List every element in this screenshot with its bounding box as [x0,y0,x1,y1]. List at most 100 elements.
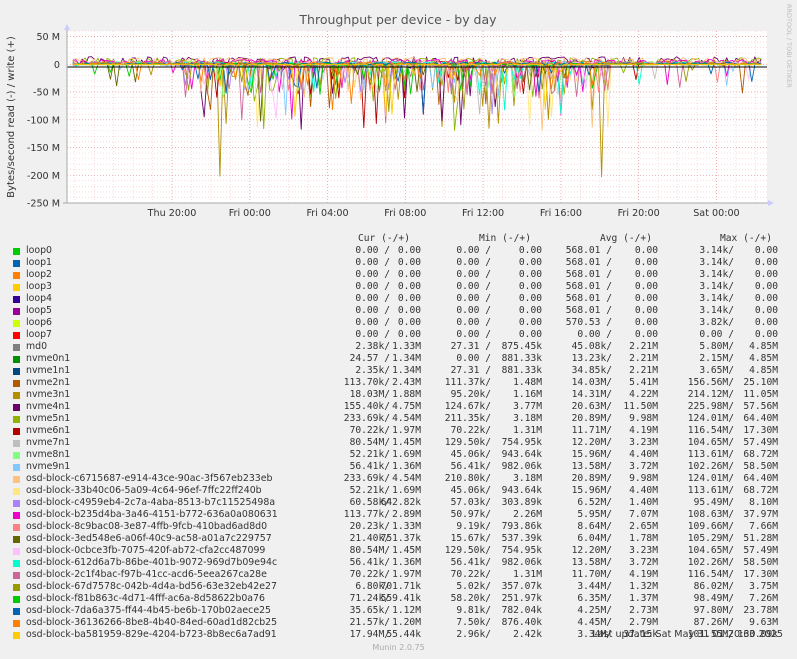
legend-cur-write: 1.20M [392,617,421,628]
legend-max-read: 3.14k/ [699,269,734,280]
legend-row: osd-block-0cbce3fb-7075-420f-ab72-cfa2cc… [0,545,797,557]
legend-label: osd-block-7da6a375-ff44-4b45-be6b-170b02… [26,605,272,616]
legend-cur-write: 2.89M [392,509,421,520]
legend-cur-write: 1.36M [392,461,421,472]
legend-row: nvme8n1 52.21k/1.69M 45.06k/943.64k 15.96M/… [0,449,797,461]
legend-min-write: 943.64k [501,449,542,460]
legend-cur-read: 0.00 / [355,305,390,316]
legend-swatch [13,260,20,267]
legend-max-write: 11.05M [743,389,778,400]
legend-min-read: 0.00 / [456,269,491,280]
legend-cur-write: 1.36M [392,557,421,568]
legend-row: loop1 0.00 / 0.00 0.00 / 0.00 568.01 / 0.00 3.1… [0,257,797,269]
legend-max-write: 8.10M [749,497,778,508]
legend-min-read: 95.20k/ [450,389,491,400]
legend-swatch [13,308,20,315]
header-max: Max (-/+) [720,233,772,244]
legend-max-write: 163.09k [737,629,778,640]
legend-label: osd-block-c4959eb4-2c7a-4aba-8513-b7c115… [26,497,276,508]
legend-avg-write: 0.00 [634,245,658,256]
legend-cur-read: 0.00 / [355,317,390,328]
legend-cur-read: 233.69k/ [343,413,390,424]
legend-label: nvme9n1 [26,461,71,472]
legend-row: osd-block-7da6a375-ff44-4b45-be6b-170b02… [0,605,797,617]
legend-row: loop4 0.00 / 0.00 0.00 / 0.00 568.01 / 0.00 3.1… [0,293,797,305]
legend-max-read: 5.80M/ [699,341,734,352]
legend-min-write: 0.00 [518,293,542,304]
legend-avg-read: 3.44M/ [577,581,612,592]
legend-cur-read: 21.40k/ [349,533,390,544]
legend-min-write: 0.00 [518,245,542,256]
legend-swatch [13,248,20,255]
legend-swatch [13,344,20,351]
legend-label: osd-block-0cbce3fb-7075-420f-ab72-cfa2cc… [26,545,266,556]
legend-cur-write: 0.00 [397,257,421,268]
legend-avg-read: 14.31M/ [571,389,612,400]
x-tick-label: Fri 00:00 [229,208,271,219]
legend-max-read: 3.65M/ [699,365,734,376]
legend-cur-write: 1.34M [392,353,421,364]
legend-max-write: 37.97M [743,509,778,520]
legend-avg-read: 6.35M/ [577,593,612,604]
legend-cur-read: 70.22k/ [349,569,390,580]
legend-cur-write: 0.00 [397,329,421,340]
legend-min-read: 0.00 / [456,245,491,256]
legend-swatch [13,452,20,459]
legend-min-read: 124.67k/ [444,401,491,412]
legend-avg-read: 568.01 / [565,305,612,316]
legend-min-read: 2.96k/ [456,629,491,640]
legend-max-read: 105.29M/ [687,533,734,544]
legend-cur-write: 1.97M [392,425,421,436]
legend-max-read: 87.26M/ [693,617,734,628]
legend-max-write: 58.50M [743,557,778,568]
legend-row: md0 2.38k/1.33M 27.31 / 875.45k 45.08k/2.21M… [0,341,797,353]
legend-min-read: 0.00 / [456,305,491,316]
munin-version: Munin 2.0.75 [372,643,425,652]
legend-max-write: 0.00 [754,257,778,268]
legend-cur-write: 701.71k [380,581,421,592]
legend-max-read: 156.56M/ [687,377,734,388]
legend-max-read: 102.26M/ [687,557,734,568]
legend-cur-read: 80.54M/ [349,437,390,448]
legend-min-read: 0.00 / [456,281,491,292]
y-tick-label: -250 M [27,199,60,210]
legend-cur-read: 0.00 / [355,257,390,268]
watermark: RRDTOOL / TOBI OETIKER [785,4,793,88]
legend-swatch [13,392,20,399]
legend-max-read: 113.61M/ [687,485,734,496]
legend-cur-read: 6.80k/ [355,581,390,592]
legend-max-write: 58.50M [743,461,778,472]
legend-min-write: 754.95k [501,437,542,448]
legend-avg-read: 570.53 / [565,317,612,328]
legend-row: osd-block-36136266-8be8-4b40-84ed-60ad1d… [0,617,797,629]
legend-avg-read: 3.34M/ [577,629,612,640]
legend-max-write: 0.00 [754,281,778,292]
legend-cur-write: 1.45M [392,437,421,448]
legend-min-read: 45.06k/ [450,485,491,496]
legend-avg-read: 568.01 / [565,281,612,292]
legend-max-write: 17.30M [743,569,778,580]
last-update: Last update: Sat May 31 01:20:30 2025 [592,629,783,640]
legend-swatch [13,536,20,543]
legend-row: nvme5n1 233.69k/4.54M 211.35k/3.18M 20.89M/… [0,413,797,425]
legend-min-read: 211.35k/ [444,413,491,424]
legend-label: osd-block-ba581959-829e-4204-b723-8b8ec6… [26,629,277,640]
legend-max-read: 0.00 / [699,329,734,340]
legend-max-write: 0.00 [754,329,778,340]
legend-avg-read: 568.01 / [565,269,612,280]
legend-label: loop2 [26,269,52,280]
legend-avg-write: 9.98M [629,413,658,424]
legend-min-write: 303.89k [501,497,542,508]
legend-min-write: 537.39k [501,533,542,544]
legend-label: osd-block-612d6a7b-86be-401b-9072-969d7b… [26,557,278,568]
legend-row: nvme0n1 24.57 /1.34M 0.00 / 881.33k 13.23k/2… [0,353,797,365]
legend-label: nvme5n1 [26,413,71,424]
legend-label: nvme8n1 [26,449,71,460]
legend-max-read: 3.14k/ [699,257,734,268]
legend-max-read: 97.80M/ [693,605,734,616]
legend-avg-write: 11.50M [623,401,658,412]
legend-avg-write: 0.00 [634,305,658,316]
legend-min-read: 0.00 / [456,317,491,328]
legend-min-read: 111.37k/ [444,377,491,388]
legend-swatch [13,524,20,531]
